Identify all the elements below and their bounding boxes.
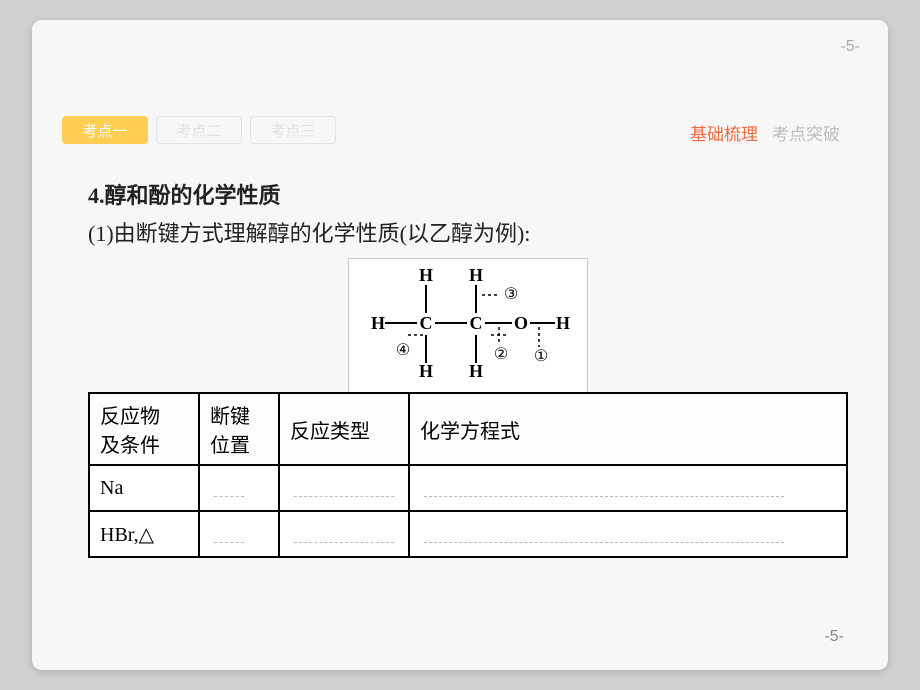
blank-field[interactable] <box>214 519 244 543</box>
section-subheading: (1)由断键方式理解醇的化学性质(以乙醇为例): <box>88 216 848 248</box>
cell-position <box>199 465 279 511</box>
nav-jichu[interactable]: 基础梳理 <box>690 125 758 144</box>
nav-kaodian-tupo[interactable]: 考点突破 <box>772 125 840 144</box>
blank-field[interactable] <box>424 473 784 497</box>
blank-field[interactable] <box>294 519 394 543</box>
content-area: 4.醇和酚的化学性质 (1)由断键方式理解醇的化学性质(以乙醇为例): H H … <box>88 178 848 558</box>
cell-position <box>199 511 279 557</box>
cell-equation <box>409 511 847 557</box>
cell-rxn-type <box>279 465 409 511</box>
bond-label-1: ① <box>534 348 548 365</box>
page-indicator-bottom: -5- <box>824 628 844 646</box>
section-heading: 4.醇和酚的化学性质 <box>88 178 848 210</box>
cell-reactant: HBr,△ <box>89 511 199 557</box>
slide: -5- 考点一 考点二 考点三 基础梳理考点突破 4.醇和酚的化学性质 (1)由… <box>32 20 888 670</box>
cell-reactant: Na <box>89 465 199 511</box>
atom-o: O <box>514 313 528 333</box>
table-header-row: 反应物 及条件 断键 位置 反应类型 化学方程式 <box>89 393 847 465</box>
tab-kaodian-2[interactable]: 考点二 <box>156 116 242 144</box>
atom-h: H <box>419 361 433 381</box>
th-position: 断键 位置 <box>199 393 279 465</box>
reaction-table: 反应物 及条件 断键 位置 反应类型 化学方程式 Na HBr,△ <box>88 392 848 558</box>
tab-kaodian-1[interactable]: 考点一 <box>62 116 148 144</box>
th-equation: 化学方程式 <box>409 393 847 465</box>
table-row: HBr,△ <box>89 511 847 557</box>
ethanol-svg: H H H C C O H H H <box>363 265 573 381</box>
th-rxn-type: 反应类型 <box>279 393 409 465</box>
blank-field[interactable] <box>294 473 394 497</box>
atom-c: C <box>420 313 433 333</box>
atom-h: H <box>419 265 433 285</box>
th-reactant: 反应物 及条件 <box>89 393 199 465</box>
atom-c: C <box>470 313 483 333</box>
bond-label-2: ② <box>494 346 508 363</box>
blank-field[interactable] <box>424 519 784 543</box>
tab-kaodian-3[interactable]: 考点三 <box>250 116 336 144</box>
atom-h: H <box>469 361 483 381</box>
bond-label-4: ④ <box>396 342 410 359</box>
ethanol-structure-diagram: H H H C C O H H H <box>348 258 588 392</box>
cell-equation <box>409 465 847 511</box>
bond-label-3: ③ <box>504 286 518 303</box>
atom-h: H <box>371 313 385 333</box>
table-row: Na <box>89 465 847 511</box>
cell-rxn-type <box>279 511 409 557</box>
tab-bar: 考点一 考点二 考点三 <box>62 116 336 144</box>
diagram-wrap: H H H C C O H H H <box>88 258 848 392</box>
atom-h: H <box>469 265 483 285</box>
page-indicator-top: -5- <box>840 38 860 56</box>
atom-h: H <box>556 313 570 333</box>
right-nav: 基础梳理考点突破 <box>690 120 840 145</box>
blank-field[interactable] <box>214 473 244 497</box>
